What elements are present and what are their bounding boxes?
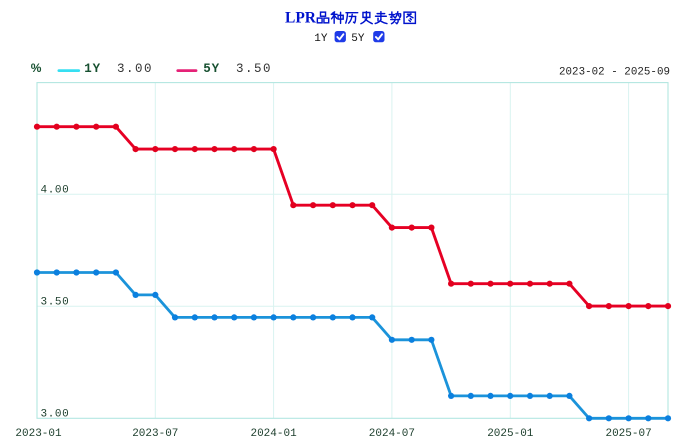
- svg-text:2024-01: 2024-01: [250, 428, 297, 440]
- svg-text:2023-01: 2023-01: [15, 428, 62, 440]
- svg-text:2025-01: 2025-01: [487, 428, 534, 440]
- svg-text:5Y: 5Y: [203, 62, 220, 76]
- svg-text:2025-07: 2025-07: [605, 428, 651, 440]
- svg-text:3.00: 3.00: [41, 408, 70, 420]
- svg-text:2023-02 - 2025-09: 2023-02 - 2025-09: [559, 67, 670, 79]
- svg-text:1Y: 1Y: [84, 62, 101, 76]
- svg-text:1Y: 1Y: [314, 33, 328, 45]
- svg-text:%: %: [31, 61, 42, 75]
- svg-text:4.00: 4.00: [41, 185, 70, 197]
- svg-text:2024-07: 2024-07: [369, 428, 415, 440]
- svg-text:2023-07: 2023-07: [132, 428, 178, 440]
- svg-text:3.50: 3.50: [41, 297, 70, 309]
- svg-text:5Y: 5Y: [351, 33, 365, 45]
- svg-text:3.00: 3.00: [117, 62, 153, 76]
- svg-text:3.50: 3.50: [236, 62, 272, 76]
- svg-text:LPR: LPR: [285, 10, 317, 27]
